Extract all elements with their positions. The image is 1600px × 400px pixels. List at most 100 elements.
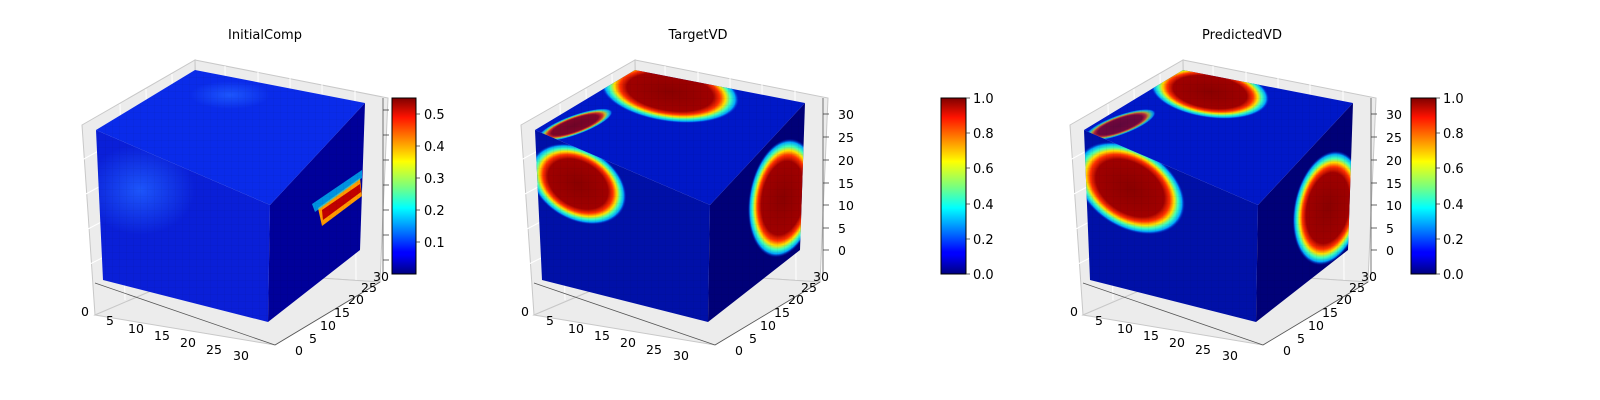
y-tick-10: 10 [1308, 318, 1324, 333]
x-tick-30: 30 [1222, 348, 1238, 363]
colorbar-gradient [1410, 97, 1437, 275]
colorbar: 0.0 0.2 0.4 0.6 0.8 1.0 [1410, 92, 1464, 283]
cb-tick-0.3: 0.3 [424, 172, 445, 187]
z-tick-20: 20 [1386, 153, 1402, 168]
cb-tick-0.4: 0.4 [1443, 198, 1464, 213]
panel-title: TargetVD [667, 28, 727, 43]
panel-predictedvd: PredictedVD [1069, 28, 1464, 363]
y-tick-15: 15 [774, 305, 790, 320]
y-tick-20: 20 [788, 292, 804, 307]
y-axis-ticks: 0 5 10 15 20 25 30 [735, 269, 829, 358]
x-tick-25: 25 [646, 342, 662, 357]
panel-title: InitialComp [228, 28, 302, 43]
y-tick-30: 30 [373, 269, 389, 284]
z-tick-15: 15 [1386, 176, 1402, 191]
colorbar-gradient [391, 97, 417, 275]
voxel-cube [1084, 70, 1353, 322]
axis-ticks: 0 5 10 15 20 25 30 0 5 10 15 20 25 30 0 … [521, 98, 854, 363]
z-axis-ticks: 0 5 10 15 20 25 30 [823, 107, 854, 258]
y-tick-0: 0 [1283, 343, 1291, 358]
z-tick-25: 25 [1386, 130, 1402, 145]
z-tick-30: 30 [1386, 107, 1402, 122]
x-tick-25: 25 [206, 342, 222, 357]
x-tick-15: 15 [594, 328, 610, 343]
y-tick-0: 0 [735, 343, 743, 358]
x-tick-30: 30 [673, 348, 689, 363]
cb-tick-0.0: 0.0 [973, 268, 994, 283]
cb-tick-0.1: 0.1 [424, 236, 445, 251]
z-axis-tickmarks [383, 109, 389, 261]
z-tick-0: 0 [838, 243, 846, 258]
y-axis-ticks: 0 5 10 15 20 25 30 [295, 269, 389, 358]
axis-ticks: 0 5 10 15 20 25 30 0 5 10 15 20 25 30 [81, 98, 389, 363]
x-tick-15: 15 [1143, 328, 1159, 343]
cb-tick-0.2: 0.2 [424, 204, 445, 219]
y-axis-ticks: 0 5 10 15 20 25 30 [1283, 269, 1377, 358]
y-tick-5: 5 [309, 331, 317, 346]
axis-ticks: 0 5 10 15 20 25 30 0 5 10 15 20 25 30 0 … [1070, 98, 1402, 363]
x-tick-20: 20 [1169, 335, 1185, 350]
panel-initialcomp: InitialComp [81, 28, 445, 363]
x-tick-30: 30 [233, 348, 249, 363]
y-tick-10: 10 [760, 318, 776, 333]
y-tick-5: 5 [749, 331, 757, 346]
x-tick-25: 25 [1195, 342, 1211, 357]
x-tick-10: 10 [1117, 321, 1133, 336]
z-tick-30: 30 [838, 107, 854, 122]
x-tick-20: 20 [620, 335, 636, 350]
y-tick-30: 30 [1361, 269, 1377, 284]
cb-tick-0.0: 0.0 [1443, 268, 1464, 283]
x-tick-5: 5 [546, 313, 554, 328]
cb-tick-1.0: 1.0 [1443, 92, 1464, 107]
z-tick-20: 20 [838, 153, 854, 168]
voxel-cube [535, 70, 805, 322]
y-tick-5: 5 [1297, 331, 1305, 346]
y-tick-30: 30 [813, 269, 829, 284]
z-axis-ticks: 0 5 10 15 20 25 30 [1371, 107, 1402, 258]
z-tick-0: 0 [1386, 243, 1394, 258]
y-tick-10: 10 [320, 318, 336, 333]
y-tick-25: 25 [1349, 280, 1365, 295]
cb-tick-0.5: 0.5 [424, 108, 445, 123]
y-tick-0: 0 [295, 343, 303, 358]
cb-tick-0.2: 0.2 [973, 233, 994, 248]
cb-tick-0.4: 0.4 [424, 140, 445, 155]
panel-title: PredictedVD [1202, 28, 1282, 43]
cb-tick-1.0: 1.0 [973, 92, 994, 107]
x-tick-15: 15 [154, 328, 170, 343]
x-axis-ticks: 0 5 10 15 20 25 30 [521, 304, 689, 363]
x-tick-0: 0 [1070, 304, 1078, 319]
colorbar-gradient [940, 97, 967, 275]
x-tick-10: 10 [568, 321, 584, 336]
cb-tick-0.4: 0.4 [973, 198, 994, 213]
x-tick-5: 5 [106, 313, 114, 328]
voxel-cube [96, 70, 365, 322]
z-tick-25: 25 [838, 130, 854, 145]
y-tick-15: 15 [1322, 305, 1338, 320]
x-tick-0: 0 [81, 304, 89, 319]
cb-tick-0.8: 0.8 [973, 127, 994, 142]
cb-tick-0.6: 0.6 [973, 162, 994, 177]
cb-tick-0.8: 0.8 [1443, 127, 1464, 142]
x-axis-ticks: 0 5 10 15 20 25 30 [1070, 304, 1238, 363]
y-tick-25: 25 [801, 280, 817, 295]
colorbar: 0.1 0.2 0.3 0.4 0.5 [391, 97, 445, 275]
x-tick-10: 10 [128, 321, 144, 336]
z-tick-5: 5 [838, 221, 846, 236]
x-axis-ticks: 0 5 10 15 20 25 30 [81, 304, 249, 363]
y-tick-25: 25 [361, 280, 377, 295]
x-tick-0: 0 [521, 304, 529, 319]
x-tick-5: 5 [1095, 313, 1103, 328]
y-tick-20: 20 [348, 292, 364, 307]
x-tick-20: 20 [180, 335, 196, 350]
y-tick-15: 15 [334, 305, 350, 320]
colorbar: 0.0 0.2 0.4 0.6 0.8 1.0 [940, 92, 994, 283]
panel-targetvd: TargetVD [520, 28, 994, 363]
z-tick-5: 5 [1386, 221, 1394, 236]
y-tick-20: 20 [1336, 292, 1352, 307]
z-tick-15: 15 [838, 176, 854, 191]
z-tick-10: 10 [838, 198, 854, 213]
cb-tick-0.2: 0.2 [1443, 233, 1464, 248]
z-tick-10: 10 [1386, 198, 1402, 213]
